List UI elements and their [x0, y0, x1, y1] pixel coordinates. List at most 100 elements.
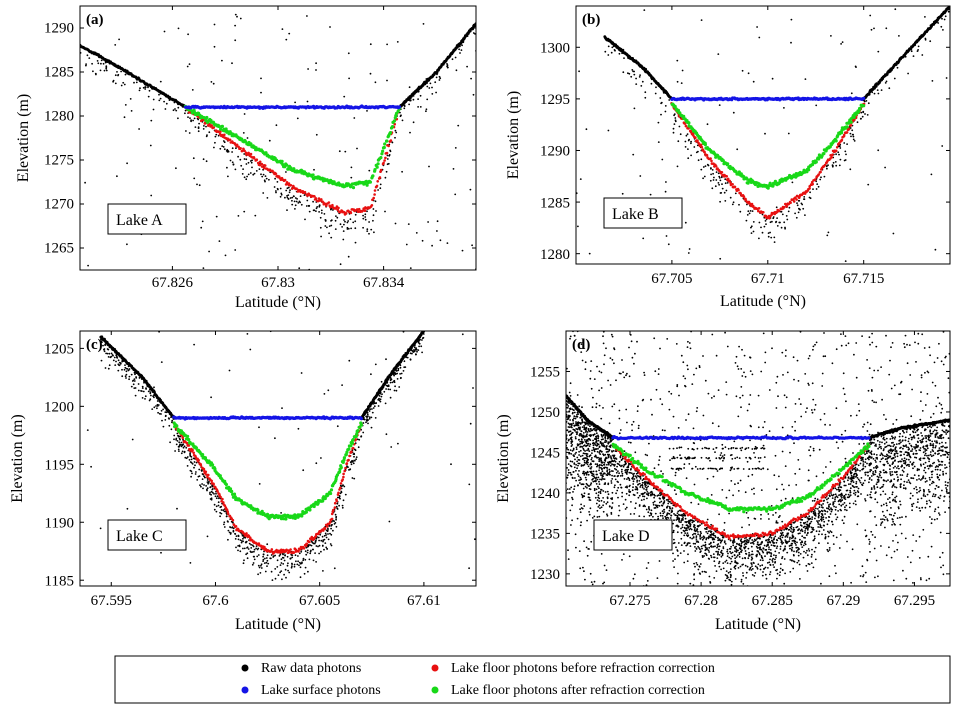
raw-photon	[850, 135, 852, 138]
floor-before-photon	[768, 216, 771, 220]
raw-photon	[375, 402, 377, 404]
raw-photon	[758, 36, 761, 39]
raw-photon	[943, 18, 946, 21]
raw-photon	[388, 154, 391, 156]
y-tick-label: 1280	[44, 109, 74, 125]
raw-photon	[747, 72, 750, 75]
raw-photon	[406, 356, 409, 359]
floor-before-photon	[263, 164, 267, 167]
raw-photon	[672, 127, 675, 130]
raw-photon	[864, 113, 866, 115]
raw-photon	[350, 176, 353, 179]
raw-photon	[189, 562, 192, 564]
raw-photon	[231, 147, 234, 150]
raw-photon	[124, 104, 127, 106]
raw-photon	[417, 349, 420, 351]
raw-photon	[264, 175, 267, 178]
raw-photon	[352, 460, 354, 463]
raw-photon	[391, 381, 394, 384]
raw-photon	[133, 81, 135, 84]
raw-photon	[332, 519, 334, 522]
raw-photon	[197, 118, 200, 121]
raw-photon	[642, 237, 645, 240]
raw-photon	[281, 578, 283, 581]
lake-label: Lake A	[116, 212, 163, 229]
raw-photon	[775, 206, 778, 209]
floor-before-photon	[385, 151, 389, 155]
floor-after-photon	[351, 186, 356, 190]
raw-photon	[318, 211, 320, 213]
floor-before-photon	[210, 124, 213, 127]
floor-before-photon	[726, 177, 730, 181]
floor-before-photon	[813, 178, 817, 181]
raw-photon	[725, 393, 728, 396]
floor-before-photon	[728, 179, 731, 183]
floor-before-photon	[344, 466, 347, 470]
raw-photon	[826, 167, 828, 170]
floor-before-photon	[373, 189, 377, 192]
raw-photon	[297, 560, 299, 563]
raw-photon	[915, 488, 918, 491]
floor-after-photon	[354, 434, 358, 438]
raw-photon	[684, 146, 687, 148]
raw-photon	[332, 209, 334, 211]
raw-photon	[307, 545, 310, 548]
raw-photon	[436, 230, 438, 232]
raw-photon	[193, 461, 196, 463]
x-tick-label: 67.826	[152, 275, 194, 291]
raw-photon	[877, 369, 879, 372]
raw-photon	[296, 117, 299, 120]
raw-photon	[234, 532, 236, 535]
raw-photon	[825, 165, 828, 168]
raw-photon	[187, 116, 189, 118]
raw-photon	[880, 89, 883, 91]
raw-photon	[201, 473, 204, 475]
raw-photon	[334, 219, 337, 222]
raw-photon	[877, 149, 880, 152]
floor-before-photon	[699, 143, 703, 147]
raw-photon	[409, 99, 412, 102]
floor-before-photon	[216, 490, 219, 493]
raw-photon	[243, 559, 245, 562]
floor-before-photon	[269, 550, 273, 553]
raw-photon	[150, 394, 152, 397]
raw-photon	[712, 179, 715, 181]
raw-photon	[773, 236, 776, 239]
raw-photon	[120, 70, 122, 73]
raw-photon	[650, 82, 653, 85]
raw-photon	[446, 63, 448, 65]
raw-photon	[302, 557, 305, 560]
raw-photon	[157, 411, 160, 414]
raw-photon	[223, 523, 225, 526]
raw-photon	[157, 404, 160, 406]
raw-photon	[240, 164, 243, 167]
raw-photon	[400, 376, 402, 379]
raw-photon	[379, 183, 382, 186]
raw-photon	[162, 425, 165, 428]
floor-before-photon	[192, 451, 195, 455]
raw-photon	[765, 223, 767, 226]
raw-photon	[190, 461, 193, 464]
raw-photon	[741, 526, 743, 529]
raw-photon	[681, 69, 684, 72]
raw-photon	[108, 352, 111, 355]
raw-photon	[840, 43, 842, 45]
raw-photon	[250, 543, 253, 546]
raw-photon	[237, 545, 240, 547]
raw-photon	[298, 267, 301, 270]
raw-photon	[104, 343, 106, 346]
raw-photon	[873, 86, 876, 90]
raw-photon	[613, 49, 616, 51]
raw-photon	[153, 386, 155, 389]
raw-photon	[263, 179, 266, 182]
raw-photon	[258, 168, 261, 171]
floor-after-photon	[368, 180, 372, 184]
raw-photon	[417, 106, 419, 108]
floor-before-photon	[696, 139, 699, 142]
raw-photon	[422, 23, 425, 25]
raw-photon	[168, 424, 171, 427]
raw-photon	[124, 73, 127, 76]
raw-photon	[181, 443, 184, 446]
raw-photon	[687, 252, 690, 254]
raw-photon	[391, 141, 394, 144]
